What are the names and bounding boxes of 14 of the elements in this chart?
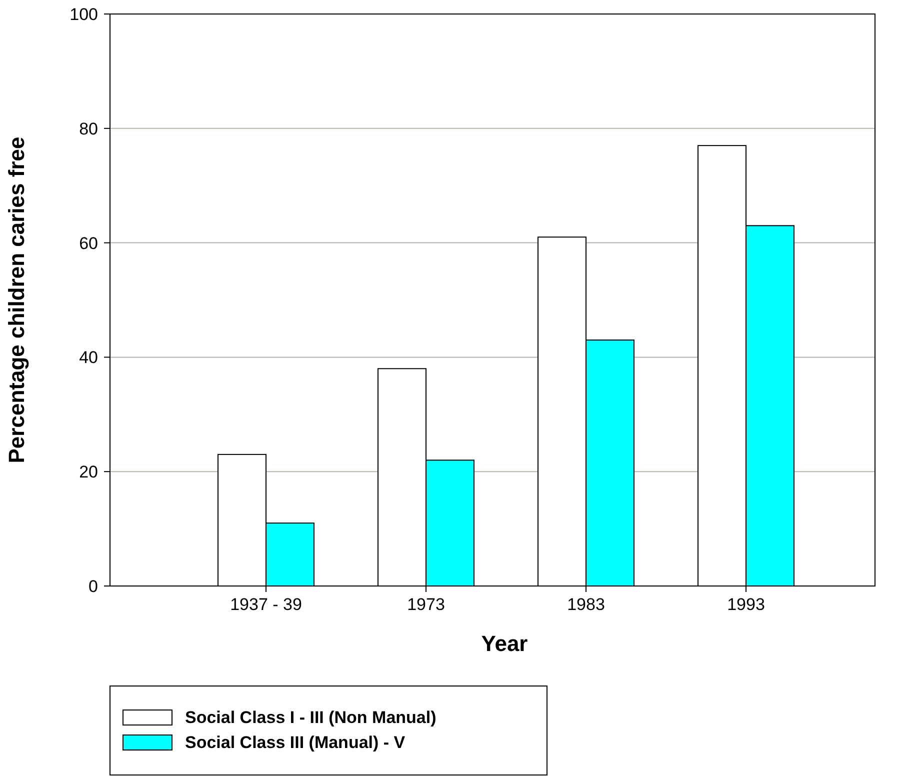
- y-tick-label: 20: [79, 462, 98, 482]
- y-tick-label: 100: [70, 4, 98, 24]
- y-axis-title: Percentage children caries free: [4, 136, 29, 464]
- legend-label: Social Class I - III (Non Manual): [185, 708, 436, 727]
- x-tick-label: 1973: [407, 595, 445, 614]
- x-tick-label: 1983: [567, 595, 605, 614]
- legend-label: Social Class III (Manual) - V: [185, 733, 406, 752]
- y-tick-label: 60: [79, 234, 98, 253]
- x-tick-label: 1937 - 39: [230, 595, 302, 614]
- x-axis-title: Year: [481, 631, 528, 656]
- y-tick-label: 0: [88, 576, 98, 596]
- y-tick-label: 40: [79, 348, 98, 368]
- x-tick-label: 1993: [727, 595, 765, 614]
- y-tick-label: 80: [79, 119, 98, 138]
